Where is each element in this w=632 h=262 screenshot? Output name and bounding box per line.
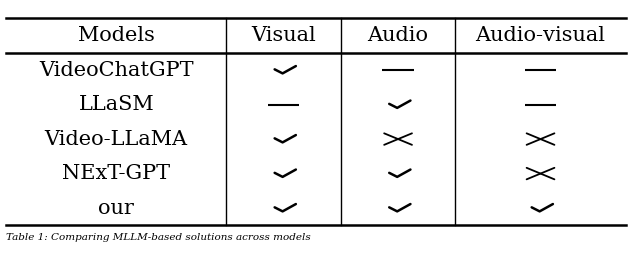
Text: Video-LLaMA: Video-LLaMA (45, 130, 188, 149)
Text: Visual: Visual (251, 26, 316, 45)
Text: LLaSM: LLaSM (78, 95, 154, 114)
Text: Audio: Audio (368, 26, 428, 45)
Text: Audio-visual: Audio-visual (475, 26, 605, 45)
Text: VideoChatGPT: VideoChatGPT (39, 61, 193, 80)
Text: Models: Models (78, 26, 155, 45)
Text: our: our (99, 199, 134, 217)
Text: Table 1: Comparing MLLM-based solutions across models: Table 1: Comparing MLLM-based solutions … (6, 233, 311, 242)
Text: NExT-GPT: NExT-GPT (62, 164, 170, 183)
